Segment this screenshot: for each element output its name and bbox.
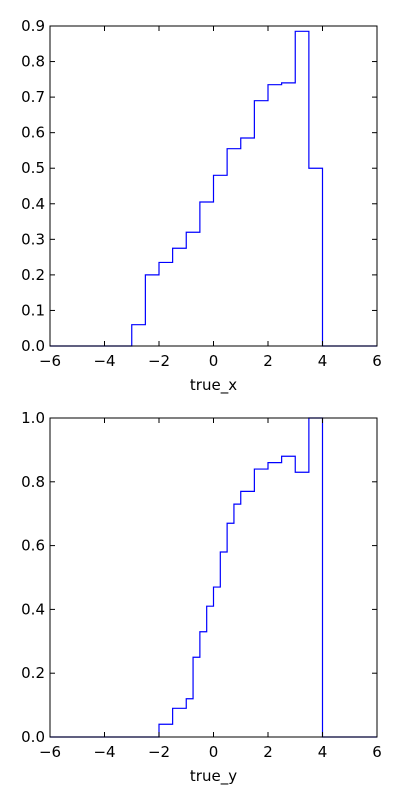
y-tick-label: 0.8 xyxy=(21,53,45,71)
y-tick-label: 0.2 xyxy=(21,266,45,284)
x-tick-label: −2 xyxy=(148,743,170,761)
y-tick-label: 0.9 xyxy=(21,17,45,35)
x-tick-label: 0 xyxy=(209,743,219,761)
y-tick-label: 0.8 xyxy=(21,473,45,491)
x-tick-label: −6 xyxy=(39,352,61,370)
series-line xyxy=(50,30,377,347)
plot-area: −6 −4 −2 0 2 4 6 0.0 0.2 0.4 0.6 0.8 1.0 xyxy=(21,409,382,761)
subplot-true-y: −6 −4 −2 0 2 4 6 0.0 0.2 0.4 0.6 0.8 1.0 true_y xyxy=(21,409,382,786)
x-tick-label: 4 xyxy=(318,352,328,370)
y-tick-label: 1.0 xyxy=(21,409,45,427)
x-axis-label: true_y xyxy=(190,767,237,786)
x-tick-label: 6 xyxy=(372,352,382,370)
y-tick-label: 0.0 xyxy=(21,337,45,355)
x-tick-label: −4 xyxy=(93,743,115,761)
x-tick-label: 2 xyxy=(263,352,273,370)
y-tick-label: 0.5 xyxy=(21,159,45,177)
x-tick-label: −6 xyxy=(39,743,61,761)
x-tick-label: 4 xyxy=(318,743,328,761)
axes-frame xyxy=(49,417,378,738)
y-tick-label: 0.6 xyxy=(21,124,45,142)
x-tick-label: 6 xyxy=(372,743,382,761)
x-tick-label: 2 xyxy=(263,743,273,761)
series-line xyxy=(50,417,377,738)
y-tick-label: 0.6 xyxy=(21,537,45,555)
y-tick-label: 0.7 xyxy=(21,88,45,106)
y-tick-label: 0.2 xyxy=(21,664,45,682)
plot-area: −6 −4 −2 0 2 4 6 0.0 0.1 0.2 0.3 0.4 0.5 0.6 0.7 0.8 0.9 xyxy=(21,17,382,370)
y-tick-label: 0.4 xyxy=(21,600,45,618)
y-tick-label: 0.4 xyxy=(21,195,45,213)
subplot-true-x: −6 −4 −2 0 2 4 6 0.0 0.1 0.2 0.3 0.4 0.5 0.6 0.7 0.8 0.9… xyxy=(21,17,382,395)
y-tick-label: 0.1 xyxy=(21,301,45,319)
x-tick-label: −4 xyxy=(93,352,115,370)
y-tick-label: 0.0 xyxy=(21,728,45,746)
x-tick-label: −2 xyxy=(148,352,170,370)
x-axis-label: true_x xyxy=(190,376,237,395)
y-tick-label: 0.3 xyxy=(21,230,45,248)
x-tick-label: 0 xyxy=(209,352,219,370)
